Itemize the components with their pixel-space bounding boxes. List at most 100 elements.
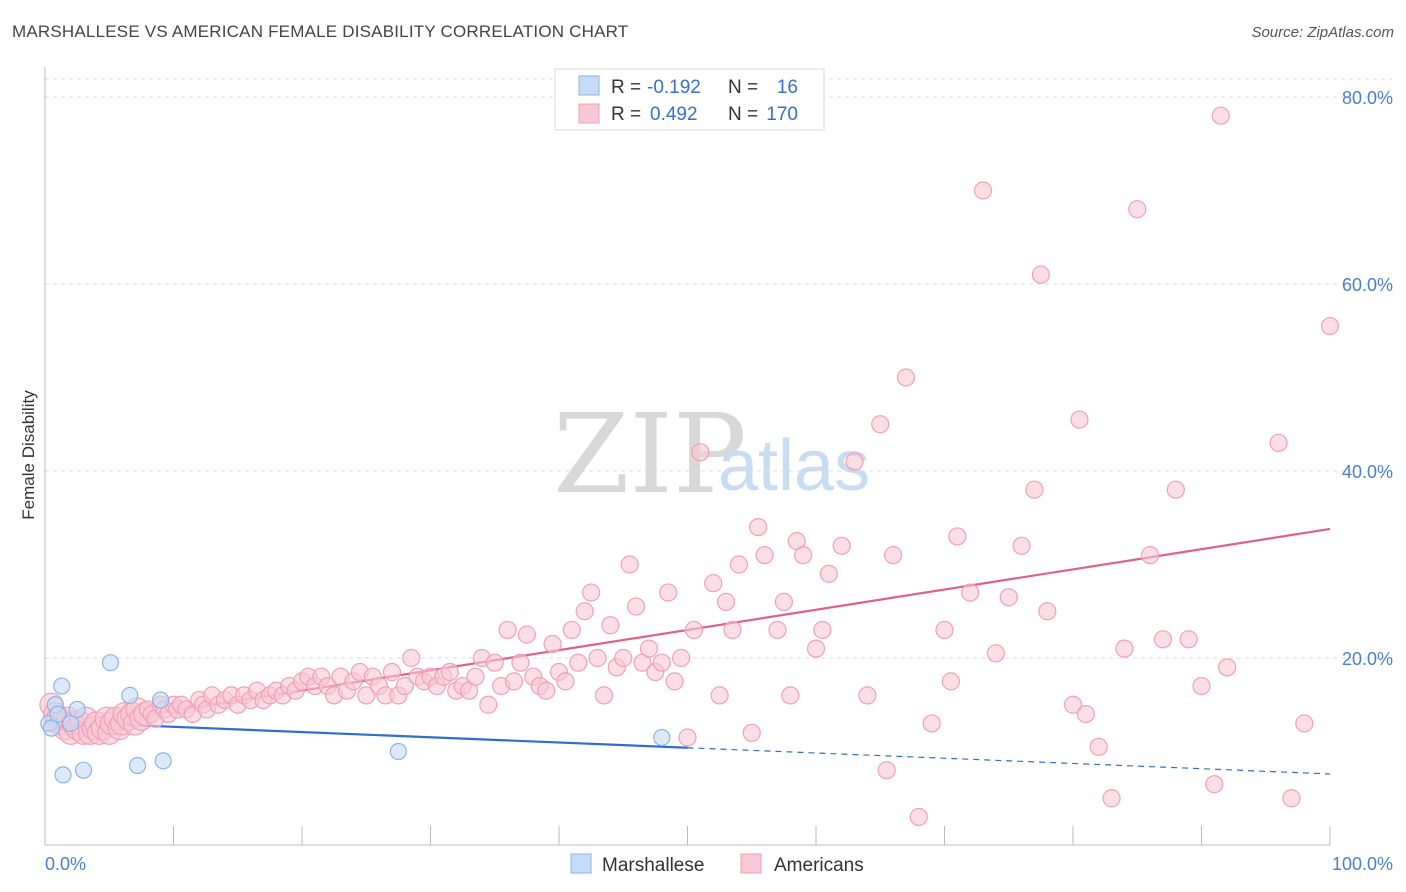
- americans-point-124: [723, 620, 742, 640]
- series-legend-swatch-marshallese: [570, 853, 592, 874]
- americans-point-135: [813, 620, 832, 640]
- marshallese-point-5: [54, 766, 72, 784]
- americans-point-102: [575, 602, 594, 621]
- marshallese-trend-line-extension: [687, 747, 1331, 775]
- americans-point-139: [858, 686, 877, 705]
- americans-point-99: [556, 672, 575, 691]
- series-legend-label-americans: Americans: [774, 855, 864, 876]
- legend-r-value-americans: 0.492: [650, 104, 698, 125]
- americans-point-114: [652, 653, 671, 672]
- legend-swatch-americans: [578, 103, 600, 124]
- americans-point-121: [704, 574, 723, 593]
- americans-point-160: [1089, 737, 1108, 756]
- americans-point-136: [819, 564, 838, 583]
- americans-point-133: [794, 546, 813, 565]
- legend-n-value-marshallese: 16: [777, 77, 798, 98]
- americans-point-97: [543, 634, 562, 654]
- americans-point-105: [594, 686, 614, 705]
- americans-point-159: [1076, 704, 1095, 724]
- watermark-atlas: atlas: [718, 426, 870, 506]
- americans-point-126: [742, 723, 761, 742]
- americans-point-68: [357, 686, 376, 705]
- americans-point-90: [498, 620, 517, 640]
- marshallese-point-14: [389, 742, 407, 761]
- marshallese-point-11: [128, 756, 147, 775]
- americans-point-125: [729, 555, 749, 574]
- americans-point-170: [1211, 106, 1230, 125]
- americans-point-147: [941, 672, 961, 691]
- americans-point-157: [1063, 695, 1083, 714]
- americans-point-142: [883, 546, 903, 565]
- y-tick-label-0: 20.0%: [1342, 649, 1393, 669]
- americans-point-112: [639, 639, 659, 658]
- legend-r-label-marshallese: R =: [611, 77, 641, 98]
- americans-point-150: [973, 181, 993, 200]
- americans-point-146: [935, 620, 954, 640]
- americans-point-96: [537, 681, 556, 700]
- americans-point-175: [1320, 316, 1340, 336]
- americans-point-116: [665, 672, 684, 691]
- americans-point-141: [877, 761, 896, 780]
- americans-point-120: [691, 443, 710, 462]
- americans-point-138: [845, 452, 864, 471]
- americans-point-85: [466, 667, 485, 686]
- americans-point-154: [1025, 480, 1044, 499]
- y-axis-label: Female Disability: [19, 390, 38, 520]
- americans-point-143: [896, 368, 916, 387]
- americans-point-88: [485, 653, 504, 672]
- americans-point-161: [1102, 789, 1121, 808]
- legend-r-value-marshallese: -0.192: [647, 77, 701, 98]
- americans-point-101: [569, 653, 588, 672]
- americans-point-152: [999, 588, 1018, 607]
- americans-point-156: [1038, 602, 1057, 621]
- americans-point-109: [620, 555, 639, 574]
- americans-point-149: [961, 583, 980, 602]
- x-tick-label-0: 0.0%: [45, 854, 86, 874]
- americans-point-92: [511, 653, 530, 672]
- americans-point-173: [1282, 789, 1301, 808]
- marshallese-point-9: [101, 654, 120, 672]
- legend-r-label-americans: R =: [611, 104, 641, 125]
- americans-point-166: [1166, 480, 1185, 499]
- stats-legend: R = -0.192 N = 16 R = 0.492 N = 170: [554, 68, 825, 131]
- americans-point-169: [1205, 775, 1224, 794]
- americans-point-167: [1179, 630, 1198, 649]
- americans-point-163: [1128, 200, 1147, 219]
- watermark-zip: ZIP: [553, 390, 747, 518]
- x-tick-label-1: 100.0%: [1332, 854, 1393, 874]
- americans-point-148: [948, 527, 967, 546]
- chart-title: MARSHALLESE VS AMERICAN FEMALE DISABILIT…: [12, 22, 629, 41]
- marshallese-point-13: [154, 752, 172, 770]
- americans-point-128: [755, 546, 774, 565]
- americans-points: [39, 106, 1340, 827]
- americans-point-103: [582, 583, 601, 602]
- americans-point-172: [1269, 433, 1288, 453]
- americans-point-162: [1115, 639, 1134, 658]
- americans-point-104: [588, 648, 607, 668]
- legend-n-label-americans: N =: [728, 104, 758, 125]
- americans-point-171: [1218, 658, 1237, 677]
- americans-point-81: [440, 662, 459, 682]
- marshallese-point-8: [74, 761, 93, 779]
- americans-point-123: [716, 592, 736, 612]
- americans-point-118: [678, 728, 697, 747]
- americans-point-155: [1031, 265, 1050, 284]
- marshallese-point-15: [653, 728, 671, 747]
- americans-point-153: [1012, 536, 1031, 555]
- legend-n-label-marshallese: N =: [728, 77, 758, 98]
- series-legend-label-marshallese: Marshallese: [602, 855, 704, 876]
- americans-point-100: [562, 620, 581, 640]
- americans-point-91: [504, 672, 524, 691]
- americans-point-75: [402, 648, 421, 668]
- chart-source: Source: ZipAtlas.com: [1251, 24, 1394, 41]
- americans-point-168: [1192, 676, 1211, 696]
- americans-point-130: [774, 592, 793, 612]
- americans-point-87: [479, 695, 498, 714]
- americans-point-134: [806, 639, 826, 658]
- americans-point-129: [768, 620, 787, 640]
- americans-point-108: [614, 648, 633, 668]
- americans-point-174: [1295, 714, 1314, 733]
- americans-point-140: [871, 415, 890, 434]
- marshallese-point-7: [68, 700, 86, 719]
- watermark: ZIP atlas: [553, 390, 870, 518]
